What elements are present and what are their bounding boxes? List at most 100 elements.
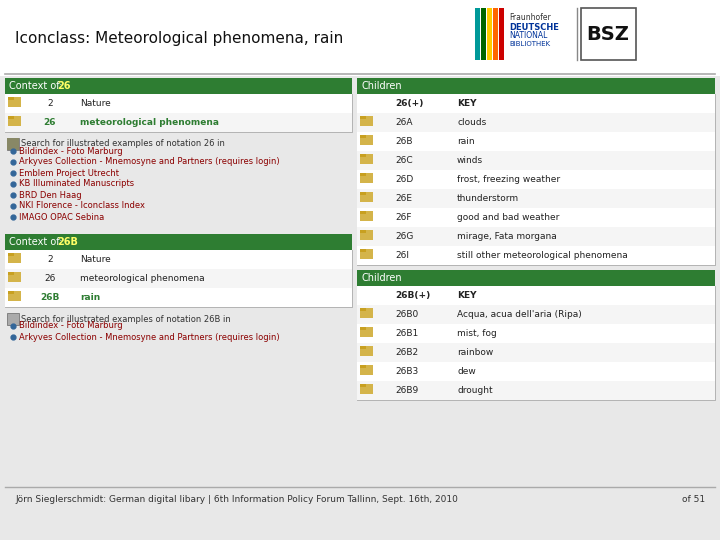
Bar	[581, 8, 636, 60]
Text: Children: Children	[361, 81, 402, 91]
Bar	[357, 170, 715, 189]
Text: rain: rain	[457, 137, 474, 146]
Bar	[357, 270, 715, 286]
Text: 26A: 26A	[395, 118, 413, 127]
Text: Emblem Project Utrecht: Emblem Project Utrecht	[19, 168, 119, 178]
Bar	[360, 211, 373, 221]
Bar	[360, 135, 366, 138]
Text: KEY: KEY	[457, 291, 477, 300]
Text: 26: 26	[57, 81, 71, 91]
Bar	[357, 343, 715, 362]
Text: 26I: 26I	[395, 251, 409, 260]
Text: drought: drought	[457, 386, 492, 395]
Text: still other meteorological phenomena: still other meteorological phenomena	[457, 251, 628, 260]
Bar	[360, 116, 373, 126]
Text: 26B: 26B	[40, 293, 60, 302]
Bar	[360, 211, 366, 214]
Text: meteorological phenomena: meteorological phenomena	[80, 274, 204, 283]
Text: Bildindex - Foto Marburg: Bildindex - Foto Marburg	[19, 321, 122, 330]
Text: good and bad weather: good and bad weather	[457, 213, 559, 222]
Text: Arkyves Collection - Mnemosyne and Partners (requires login): Arkyves Collection - Mnemosyne and Partn…	[19, 158, 279, 166]
Bar	[360, 384, 366, 387]
Bar	[360, 230, 366, 233]
Text: rainbow: rainbow	[457, 348, 493, 357]
Bar	[360, 135, 373, 145]
Bar	[357, 324, 715, 343]
Bar	[8, 97, 21, 107]
Text: 2: 2	[48, 99, 53, 108]
Text: clouds: clouds	[457, 118, 486, 127]
Bar	[360, 249, 373, 259]
Bar	[8, 253, 21, 263]
Text: BSZ: BSZ	[587, 24, 629, 44]
Text: 26B2: 26B2	[395, 348, 418, 357]
Text: Nature: Nature	[80, 255, 111, 264]
Bar	[357, 151, 715, 170]
Bar	[357, 113, 715, 132]
Text: thunderstorm: thunderstorm	[457, 194, 519, 203]
Bar	[5, 113, 352, 132]
Bar	[360, 192, 366, 195]
Text: 26F: 26F	[395, 213, 412, 222]
Text: frost, freezing weather: frost, freezing weather	[457, 175, 560, 184]
Text: Fraunhofer: Fraunhofer	[509, 14, 551, 23]
Text: 26B0: 26B0	[395, 310, 418, 319]
Bar	[5, 94, 352, 132]
Bar	[5, 250, 352, 269]
Text: Search for illustrated examples of notation 26 in: Search for illustrated examples of notat…	[21, 139, 225, 148]
Text: 26C: 26C	[395, 156, 413, 165]
Text: Children: Children	[361, 273, 402, 283]
Text: dew: dew	[457, 367, 476, 376]
Text: DEUTSCHE: DEUTSCHE	[509, 23, 559, 31]
Bar	[8, 116, 14, 119]
Text: 26B1: 26B1	[395, 329, 418, 338]
Bar	[8, 116, 21, 126]
Text: IMAGO OPAC Sebina: IMAGO OPAC Sebina	[19, 213, 104, 221]
Text: Acqua, acua dell'aria (Ripa): Acqua, acua dell'aria (Ripa)	[457, 310, 582, 319]
Bar	[357, 305, 715, 324]
Bar	[5, 94, 352, 113]
Bar	[357, 78, 715, 94]
Bar	[360, 154, 366, 157]
Bar	[7, 138, 19, 150]
Bar	[7, 138, 19, 150]
Bar	[360, 365, 366, 368]
Bar	[357, 246, 715, 265]
Bar	[8, 253, 14, 256]
Bar	[487, 8, 492, 60]
Text: winds: winds	[457, 156, 483, 165]
Bar	[360, 327, 366, 330]
Text: 26: 26	[45, 274, 55, 283]
Text: 26E: 26E	[395, 194, 412, 203]
Bar	[5, 250, 352, 307]
Bar	[357, 286, 715, 400]
Bar	[7, 313, 19, 325]
Text: rain: rain	[80, 293, 100, 302]
Bar	[357, 362, 715, 381]
Bar	[357, 94, 715, 265]
Text: NATIONAL: NATIONAL	[509, 30, 547, 39]
Text: Arkyves Collection - Mnemosyne and Partners (requires login): Arkyves Collection - Mnemosyne and Partn…	[19, 333, 279, 341]
Bar	[360, 384, 373, 394]
Text: Bildindex - Foto Marburg: Bildindex - Foto Marburg	[19, 146, 122, 156]
Bar	[357, 132, 715, 151]
Text: Context of:: Context of:	[9, 237, 66, 247]
Text: mist, fog: mist, fog	[457, 329, 497, 338]
Bar	[360, 173, 366, 176]
Text: 26B: 26B	[395, 137, 413, 146]
Text: KEY: KEY	[457, 99, 477, 108]
Bar	[360, 249, 366, 252]
Bar	[5, 78, 352, 94]
Text: Jörn Sieglerschmidt: German digital libary | 6th Information Policy Forum Tallin: Jörn Sieglerschmidt: German digital liba…	[15, 496, 458, 504]
Bar	[475, 8, 480, 60]
Text: 26B(+): 26B(+)	[395, 291, 431, 300]
Bar	[5, 234, 352, 250]
Bar	[360, 116, 366, 119]
Bar	[360, 365, 373, 375]
Text: meteorological phenomena: meteorological phenomena	[80, 118, 219, 127]
Text: 26G: 26G	[395, 232, 413, 241]
Text: Iconclass: Meteorological phenomena, rain: Iconclass: Meteorological phenomena, rai…	[15, 30, 343, 45]
Bar	[499, 8, 504, 60]
Bar	[8, 272, 21, 282]
Bar	[360, 308, 373, 318]
